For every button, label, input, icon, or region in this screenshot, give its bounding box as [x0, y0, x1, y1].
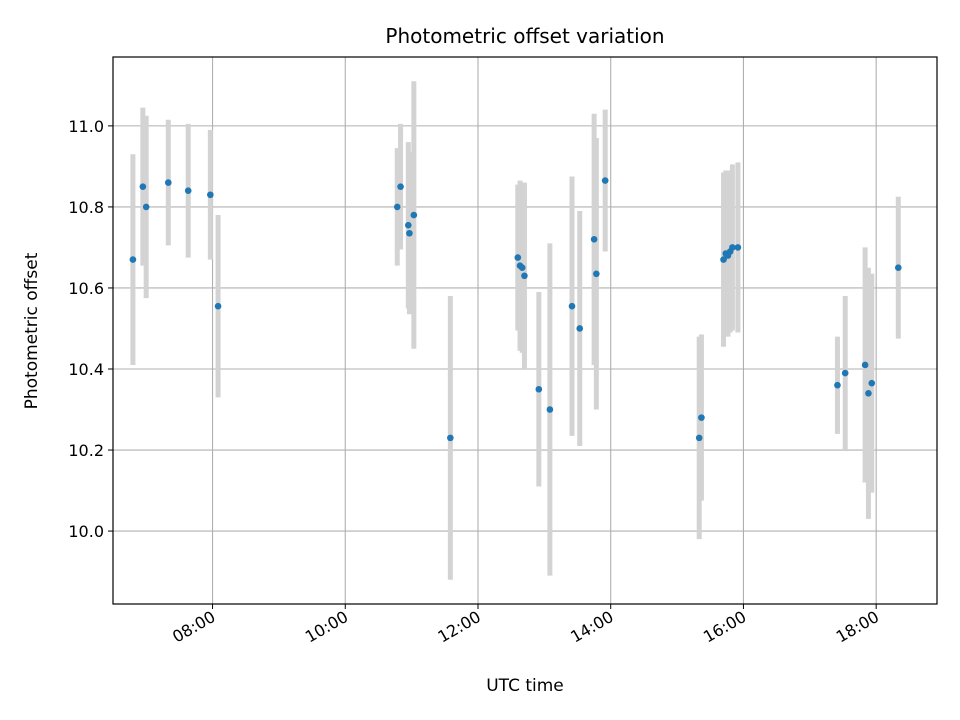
data-point	[393, 203, 401, 211]
data-point	[165, 179, 172, 186]
y-tick-label: 10.2	[68, 441, 104, 460]
x-tick-label: 10:00	[302, 607, 351, 647]
data-point	[720, 256, 727, 263]
y-tick-label: 10.0	[68, 522, 104, 541]
data-point	[447, 434, 454, 442]
data-point	[142, 203, 150, 211]
data-point	[139, 183, 147, 190]
data-point	[841, 369, 849, 377]
data-point	[865, 390, 872, 397]
y-axis-label: Photometric offset	[22, 252, 42, 409]
data-point	[593, 270, 600, 278]
plot-area-frame	[112, 56, 938, 605]
data-point	[406, 229, 413, 237]
x-tick-label: 18:00	[833, 607, 882, 647]
y-tick-label: 11.0	[68, 117, 104, 136]
y-tick-label: 10.8	[68, 198, 104, 217]
x-tick-label: 16:00	[700, 607, 749, 647]
x-tick-label: 12:00	[435, 607, 484, 647]
data-point	[568, 302, 576, 310]
data-point	[214, 302, 222, 310]
data-point	[207, 191, 214, 199]
data-point	[834, 381, 841, 389]
data-point	[894, 264, 902, 271]
chart-title: Photometric offset variation	[385, 24, 664, 48]
data-point	[695, 434, 703, 442]
data-point	[868, 379, 876, 387]
data-point	[861, 361, 869, 369]
data-point	[397, 183, 404, 190]
data-point	[576, 325, 584, 332]
data-point	[518, 264, 526, 271]
data-point	[410, 211, 418, 219]
data-points	[129, 177, 902, 442]
data-point	[601, 177, 609, 184]
data-point	[729, 244, 736, 251]
x-axis-label: UTC time	[486, 676, 564, 696]
x-tick-label: 14:00	[567, 607, 616, 647]
data-point	[590, 236, 598, 243]
y-tick-label: 10.6	[68, 279, 104, 298]
data-point	[405, 221, 412, 229]
data-point	[129, 256, 137, 263]
data-point	[184, 187, 192, 195]
error-bars	[130, 81, 901, 580]
data-point	[734, 244, 742, 251]
data-point	[514, 254, 522, 261]
data-point	[521, 272, 528, 280]
x-tick-label: 08:00	[169, 607, 218, 647]
data-point	[698, 414, 705, 421]
data-point	[535, 385, 543, 393]
data-point	[546, 406, 554, 413]
y-tick-label: 10.4	[68, 360, 104, 379]
